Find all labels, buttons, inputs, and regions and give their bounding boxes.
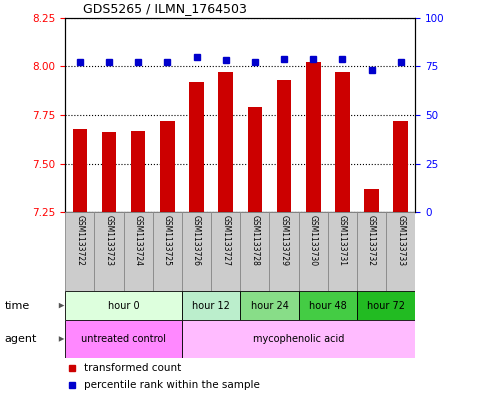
Bar xyxy=(65,212,94,291)
Bar xyxy=(182,212,211,291)
Text: GSM1133724: GSM1133724 xyxy=(134,215,142,266)
Text: GSM1133725: GSM1133725 xyxy=(163,215,172,266)
Text: GSM1133728: GSM1133728 xyxy=(250,215,259,265)
Bar xyxy=(328,212,357,291)
Bar xyxy=(124,212,153,291)
Text: hour 12: hour 12 xyxy=(192,301,230,310)
Bar xyxy=(357,212,386,291)
Bar xyxy=(277,80,291,212)
Bar xyxy=(72,129,87,212)
Bar xyxy=(189,82,204,212)
Text: time: time xyxy=(5,301,30,310)
Bar xyxy=(182,320,415,358)
Text: GDS5265 / ILMN_1764503: GDS5265 / ILMN_1764503 xyxy=(83,2,247,15)
Bar xyxy=(218,72,233,212)
Bar xyxy=(241,291,298,320)
Bar xyxy=(131,130,145,212)
Bar xyxy=(160,121,175,212)
Bar xyxy=(298,291,357,320)
Bar xyxy=(298,212,328,291)
Bar xyxy=(102,132,116,212)
Bar xyxy=(211,212,241,291)
Text: GSM1133723: GSM1133723 xyxy=(104,215,114,266)
Text: hour 48: hour 48 xyxy=(309,301,347,310)
Text: GSM1133732: GSM1133732 xyxy=(367,215,376,266)
Text: hour 72: hour 72 xyxy=(367,301,405,310)
Text: hour 24: hour 24 xyxy=(251,301,288,310)
Text: transformed count: transformed count xyxy=(85,362,182,373)
Text: mycophenolic acid: mycophenolic acid xyxy=(253,334,344,344)
Text: GSM1133726: GSM1133726 xyxy=(192,215,201,266)
Bar xyxy=(394,121,408,212)
Bar xyxy=(182,291,241,320)
Bar xyxy=(153,212,182,291)
Bar xyxy=(65,320,182,358)
Text: GSM1133731: GSM1133731 xyxy=(338,215,347,266)
Bar xyxy=(357,291,415,320)
Bar xyxy=(386,212,415,291)
Bar xyxy=(306,62,321,212)
Text: GSM1133730: GSM1133730 xyxy=(309,215,318,266)
Bar xyxy=(248,107,262,212)
Text: GSM1133733: GSM1133733 xyxy=(396,215,405,266)
Text: GSM1133722: GSM1133722 xyxy=(75,215,85,265)
Bar xyxy=(364,189,379,212)
Text: GSM1133729: GSM1133729 xyxy=(280,215,288,266)
Bar xyxy=(335,72,350,212)
Bar xyxy=(270,212,298,291)
Bar xyxy=(241,212,270,291)
Text: percentile rank within the sample: percentile rank within the sample xyxy=(85,380,260,390)
Text: GSM1133727: GSM1133727 xyxy=(221,215,230,266)
Text: agent: agent xyxy=(5,334,37,344)
Bar xyxy=(94,212,124,291)
Text: untreated control: untreated control xyxy=(81,334,166,344)
Bar xyxy=(65,291,182,320)
Text: hour 0: hour 0 xyxy=(108,301,140,310)
